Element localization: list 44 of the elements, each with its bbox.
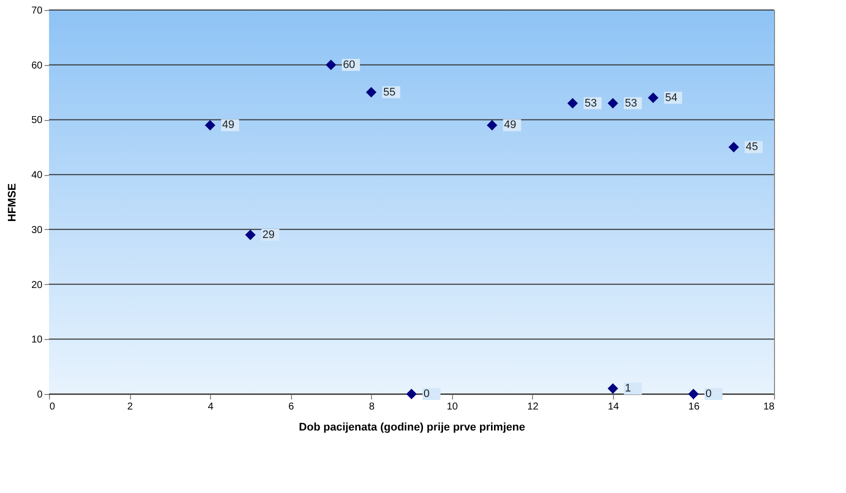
data-label: 0 xyxy=(424,388,430,400)
data-label: 45 xyxy=(746,141,758,154)
y-tick-label: 60 xyxy=(31,60,43,72)
x-tick-label: 16 xyxy=(688,402,700,412)
point xyxy=(567,98,578,108)
x-axis-title: Dob pacijenata (godine) prije prve primjene xyxy=(298,422,526,434)
data-label: 60 xyxy=(342,58,356,71)
x-tick-label: 8 xyxy=(368,402,375,412)
x-tick-label: 0 xyxy=(50,402,56,412)
y-axis-title: HFMSE xyxy=(6,183,18,222)
data-label: 55 xyxy=(383,86,396,98)
x-tick-label: 10 xyxy=(446,402,458,412)
point xyxy=(326,60,336,70)
x-tick-label: 12 xyxy=(527,402,539,412)
point xyxy=(245,230,256,240)
y-tick-label: 30 xyxy=(31,224,43,236)
y-tick-label: 70 xyxy=(31,6,43,16)
data-label: 49 xyxy=(222,119,234,132)
point xyxy=(728,142,739,152)
point xyxy=(486,120,498,130)
point xyxy=(406,388,417,400)
x-tick-label: 6 xyxy=(288,402,294,412)
x-tick-label: 14 xyxy=(608,402,620,412)
point xyxy=(608,383,618,394)
x-tick-label: 4 xyxy=(208,402,214,412)
data-label: 1 xyxy=(624,382,632,395)
data-label: 53 xyxy=(584,97,597,110)
point xyxy=(366,87,376,98)
data-label: 54 xyxy=(665,92,678,104)
y-tick-label: 40 xyxy=(31,170,43,182)
data-label: 29 xyxy=(262,228,275,241)
data-label: 49 xyxy=(504,119,516,132)
data-label: 0 xyxy=(705,388,712,400)
x-tick-label: 2 xyxy=(127,402,134,412)
y-tick-label: 10 xyxy=(31,334,43,346)
point xyxy=(648,92,658,104)
point xyxy=(688,388,699,400)
y-tick-label: 0 xyxy=(36,390,43,400)
y-tick-label: 20 xyxy=(31,280,43,291)
y-tick-label: 50 xyxy=(31,115,43,126)
data-label: 53 xyxy=(624,97,638,110)
x-tick-label: 18 xyxy=(763,402,775,412)
point xyxy=(204,120,216,130)
point xyxy=(608,98,618,108)
